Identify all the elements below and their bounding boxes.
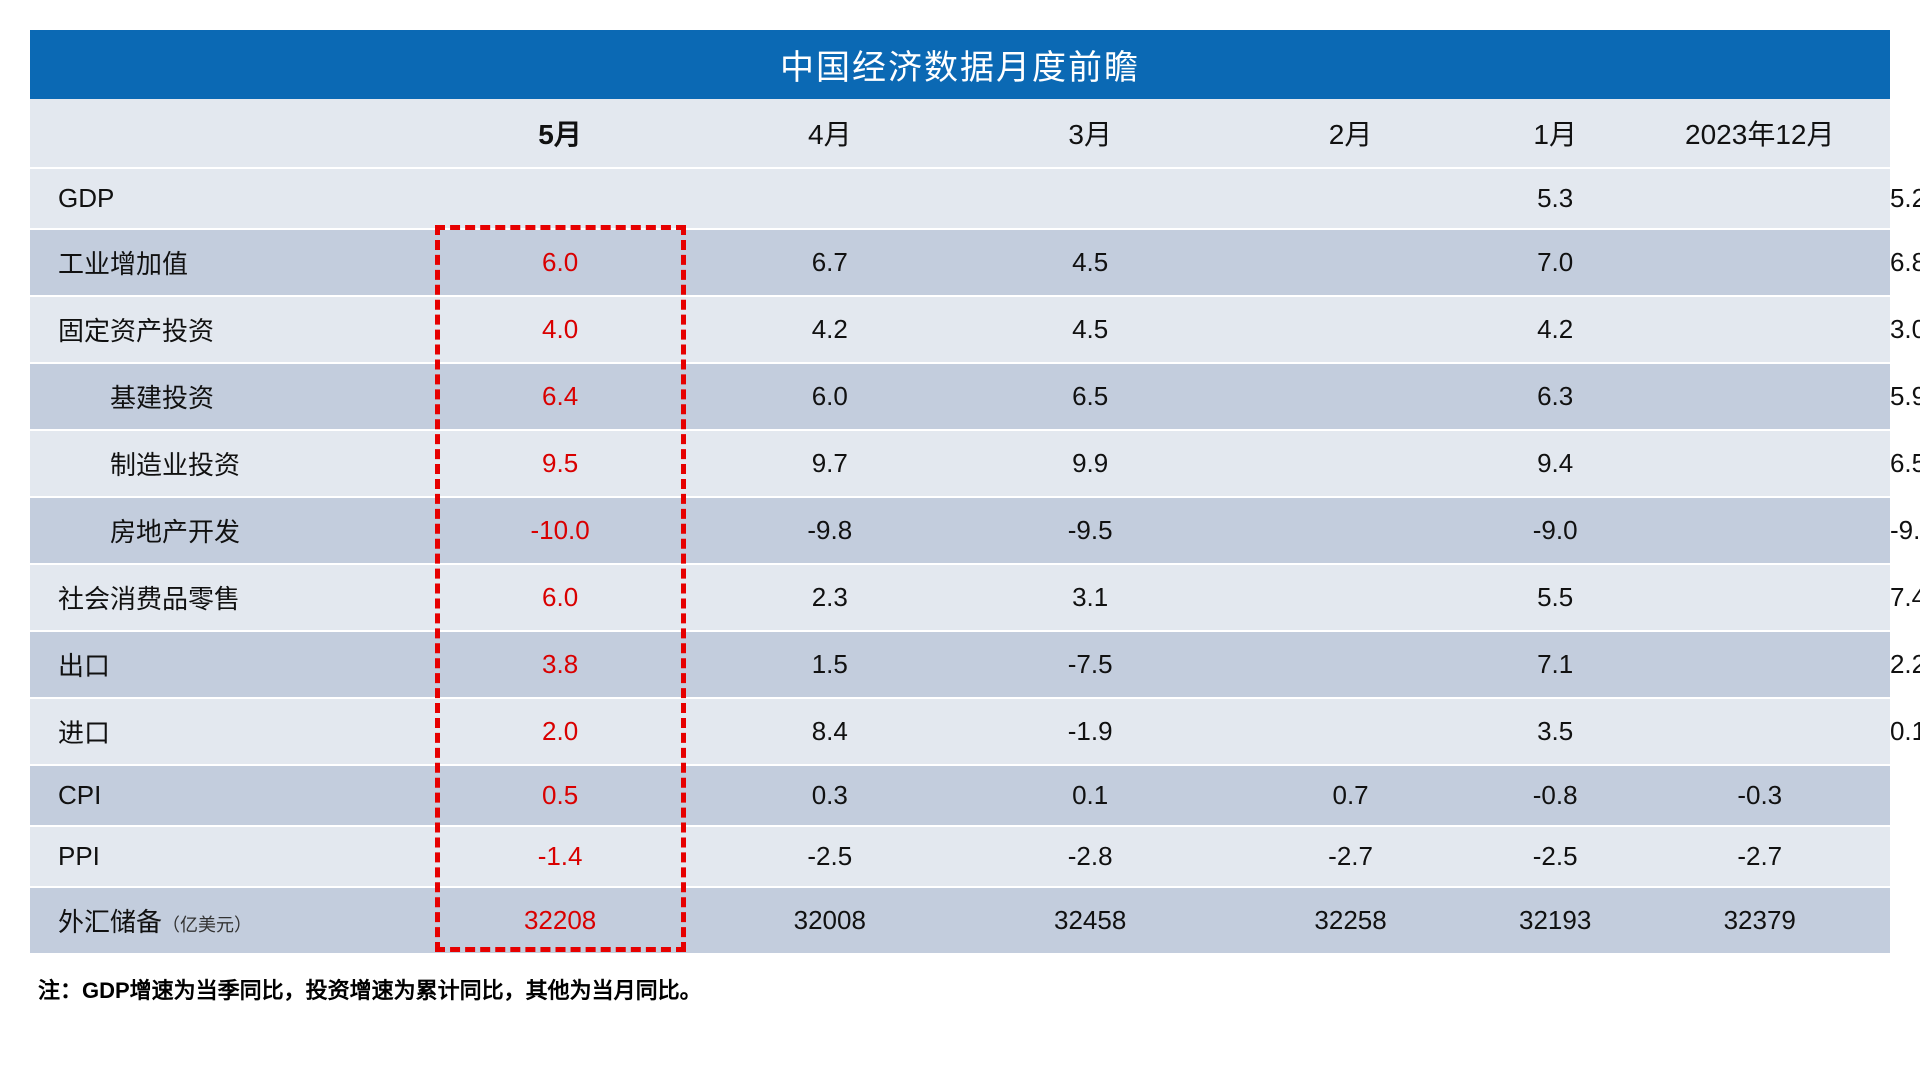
footnote: 注：GDP增速为当季同比，投资增速为累计同比，其他为当月同比。 bbox=[30, 973, 1890, 1005]
table-row: 出口3.81.5-7.57.12.2 bbox=[30, 631, 1890, 698]
table-cell: 6.0 bbox=[700, 363, 960, 430]
table-row: 房地产开发-10.0-9.8-9.5-9.0-9.6 bbox=[30, 497, 1890, 564]
table-row: PPI-1.4-2.5-2.8-2.7-2.5-2.7 bbox=[30, 826, 1890, 887]
table-cell: 5.3 bbox=[1220, 168, 1890, 229]
table-cell: 0.3 bbox=[700, 765, 960, 826]
table-title-row: 中国经济数据月度前瞻 bbox=[30, 30, 1890, 99]
table-cell: 4.5 bbox=[960, 296, 1220, 363]
table-cell: -9.5 bbox=[960, 497, 1220, 564]
row-label: 社会消费品零售 bbox=[30, 564, 421, 631]
col-header-may: 5月 bbox=[421, 99, 700, 168]
table-cell: -0.3 bbox=[1630, 765, 1890, 826]
table-cell: 5.5 bbox=[1220, 564, 1890, 631]
col-header-jan: 1月 bbox=[1481, 99, 1630, 168]
table-cell: 1.5 bbox=[700, 631, 960, 698]
table-row: GDP5.35.2 bbox=[30, 168, 1890, 229]
row-label: GDP bbox=[30, 168, 421, 229]
table-cell: 32379 bbox=[1630, 887, 1890, 954]
table-cell bbox=[960, 168, 1220, 229]
table-container: 中国经济数据月度前瞻 5月 4月 3月 2月 1月 2023年12月 GDP 5.… bbox=[30, 30, 1890, 955]
table-cell bbox=[421, 168, 700, 229]
row-label: 固定资产投资 bbox=[30, 296, 421, 363]
table-cell: 32258 bbox=[1220, 887, 1480, 954]
table-title: 中国经济数据月度前瞻 bbox=[30, 30, 1890, 99]
col-header-feb: 2月 bbox=[1220, 99, 1480, 168]
table-cell bbox=[700, 168, 960, 229]
table-cell: -1.4 bbox=[421, 826, 700, 887]
table-cell: -2.8 bbox=[960, 826, 1220, 887]
table-cell: -1.9 bbox=[960, 698, 1220, 765]
row-label: 外汇储备（亿美元） bbox=[30, 887, 421, 954]
table-cell: 6.0 bbox=[421, 229, 700, 296]
table-cell: 32008 bbox=[700, 887, 960, 954]
table-cell: 32193 bbox=[1481, 887, 1630, 954]
row-label: PPI bbox=[30, 826, 421, 887]
col-header-mar: 3月 bbox=[960, 99, 1220, 168]
table-row: 进口2.08.4-1.93.50.1 bbox=[30, 698, 1890, 765]
table-header-row: 5月 4月 3月 2月 1月 2023年12月 bbox=[30, 99, 1890, 168]
table-cell: 2.3 bbox=[700, 564, 960, 631]
table-cell: 4.5 bbox=[960, 229, 1220, 296]
row-label: 制造业投资 bbox=[30, 430, 421, 497]
table-cell: 0.1 bbox=[960, 765, 1220, 826]
table-row: 社会消费品零售6.02.33.15.57.4 bbox=[30, 564, 1890, 631]
col-header-dec: 2023年12月 bbox=[1630, 99, 1890, 168]
table-row: 外汇储备（亿美元）322083200832458322583219332379 bbox=[30, 887, 1890, 954]
row-label: 基建投资 bbox=[30, 363, 421, 430]
row-label: 出口 bbox=[30, 631, 421, 698]
row-unit: （亿美元） bbox=[162, 915, 252, 935]
table-cell: 8.4 bbox=[700, 698, 960, 765]
table-row: 工业增加值6.06.74.57.06.8 bbox=[30, 229, 1890, 296]
table-cell: 0.5 bbox=[421, 765, 700, 826]
table-cell: -0.8 bbox=[1481, 765, 1630, 826]
table-cell: 6.4 bbox=[421, 363, 700, 430]
table-cell: 9.7 bbox=[700, 430, 960, 497]
table-cell: 7.0 bbox=[1220, 229, 1890, 296]
table-cell: 4.2 bbox=[1220, 296, 1890, 363]
table-cell: -2.7 bbox=[1220, 826, 1480, 887]
table-cell: 3.8 bbox=[421, 631, 700, 698]
row-label: 工业增加值 bbox=[30, 229, 421, 296]
table-cell: -10.0 bbox=[421, 497, 700, 564]
table-cell: 9.5 bbox=[421, 430, 700, 497]
table-cell: 3.5 bbox=[1220, 698, 1890, 765]
table-cell: -9.0 bbox=[1220, 497, 1890, 564]
table-cell: 9.4 bbox=[1220, 430, 1890, 497]
table-cell: -9.8 bbox=[700, 497, 960, 564]
table-cell: 9.9 bbox=[960, 430, 1220, 497]
table-row: 固定资产投资4.04.24.54.23.0 bbox=[30, 296, 1890, 363]
table-cell: -2.7 bbox=[1630, 826, 1890, 887]
table-cell: -7.5 bbox=[960, 631, 1220, 698]
table-cell: 3.1 bbox=[960, 564, 1220, 631]
table-cell: 0.7 bbox=[1220, 765, 1480, 826]
table-cell: 32208 bbox=[421, 887, 700, 954]
table-cell: -2.5 bbox=[700, 826, 960, 887]
table-row: 制造业投资9.59.79.99.46.5 bbox=[30, 430, 1890, 497]
economic-data-table: 中国经济数据月度前瞻 5月 4月 3月 2月 1月 2023年12月 GDP 5.… bbox=[30, 30, 1890, 955]
col-header-label bbox=[30, 99, 421, 168]
table-cell: 6.0 bbox=[421, 564, 700, 631]
table-body: GDP5.35.2工业增加值6.06.74.57.06.8固定资产投资4.04.… bbox=[30, 168, 1890, 954]
table-cell: 7.1 bbox=[1220, 631, 1890, 698]
table-cell: 4.0 bbox=[421, 296, 700, 363]
table-cell: 32458 bbox=[960, 887, 1220, 954]
table-cell: 6.7 bbox=[700, 229, 960, 296]
row-label: CPI bbox=[30, 765, 421, 826]
table-cell: 6.5 bbox=[960, 363, 1220, 430]
table-cell: 6.3 bbox=[1220, 363, 1890, 430]
table-cell: -2.5 bbox=[1481, 826, 1630, 887]
table-row: 基建投资6.46.06.56.35.9 bbox=[30, 363, 1890, 430]
table-cell: 4.2 bbox=[700, 296, 960, 363]
table-cell: 2.0 bbox=[421, 698, 700, 765]
col-header-apr: 4月 bbox=[700, 99, 960, 168]
row-label: 房地产开发 bbox=[30, 497, 421, 564]
row-label: 进口 bbox=[30, 698, 421, 765]
table-row: CPI0.50.30.10.7-0.8-0.3 bbox=[30, 765, 1890, 826]
